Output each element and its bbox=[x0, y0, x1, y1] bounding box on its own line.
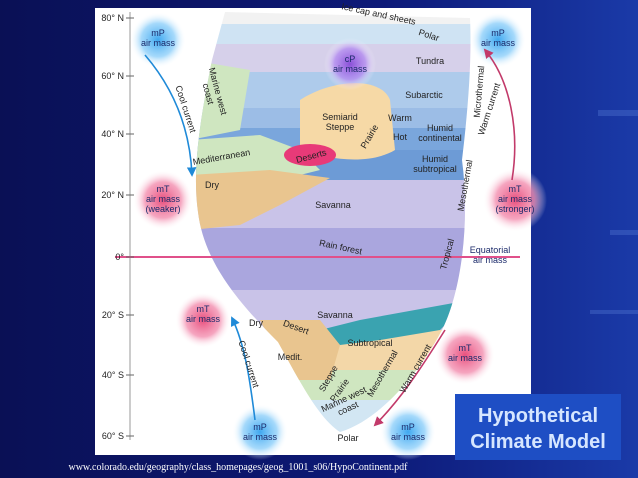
latitude-label: 0° bbox=[115, 252, 124, 262]
zone-label: Tundra bbox=[416, 56, 444, 66]
zone-label: Dry bbox=[249, 318, 263, 328]
zone-label: Savanna bbox=[317, 310, 353, 320]
air-mass-line: mT bbox=[459, 343, 472, 353]
air-mass-line: mT bbox=[157, 184, 170, 194]
latitude-label: 20° S bbox=[102, 310, 124, 320]
air-mass-line: mP bbox=[151, 28, 165, 38]
title-box bbox=[455, 394, 621, 460]
zone-label: Subtropical bbox=[347, 338, 392, 348]
air-mass-line: air mass bbox=[473, 255, 508, 265]
zone-label-line: Polar bbox=[337, 433, 358, 443]
air-mass-line: (weaker) bbox=[145, 204, 180, 214]
air-mass-line: air mass bbox=[243, 432, 278, 442]
stripes bbox=[590, 110, 638, 314]
title: Climate Model bbox=[470, 431, 606, 453]
air-mass-line: mP bbox=[491, 28, 505, 38]
zone-label-line: Steppe bbox=[326, 122, 355, 132]
zone-label-line: Tundra bbox=[416, 56, 444, 66]
air-mass-line: air mass bbox=[141, 38, 176, 48]
air-mass-line: air mass bbox=[186, 314, 221, 324]
zone-label: Subarctic bbox=[405, 90, 443, 100]
air-mass-line: air mass bbox=[481, 38, 516, 48]
air-mass-line: mT bbox=[509, 184, 522, 194]
zone-label-line: continental bbox=[418, 133, 462, 143]
zone-label-line: Subtropical bbox=[347, 338, 392, 348]
zone-label-line: Warm bbox=[388, 113, 412, 123]
latitude-label: 80° N bbox=[101, 13, 124, 23]
latitude-label: 60° N bbox=[101, 71, 124, 81]
zone-label: Polar bbox=[337, 433, 358, 443]
air-mass-line: (stronger) bbox=[495, 204, 534, 214]
zone-label-line: Dry bbox=[249, 318, 263, 328]
source: www.colorado.edu/geography/class_homepag… bbox=[68, 462, 408, 473]
zone-label-line: Savanna bbox=[317, 310, 353, 320]
zone-label-line: Humid bbox=[427, 123, 453, 133]
zone-label: Medit. bbox=[278, 352, 303, 362]
air-mass-line: air mass bbox=[146, 194, 181, 204]
zone-label-line: Dry bbox=[205, 180, 219, 190]
air-mass-line: Equatorial bbox=[470, 245, 511, 255]
zone-label-line: Subarctic bbox=[405, 90, 443, 100]
zone-label: Dry bbox=[205, 180, 219, 190]
air-mass-line: air mass bbox=[498, 194, 533, 204]
latitude-label: 40° N bbox=[101, 129, 124, 139]
zone-label: Warm bbox=[388, 113, 412, 123]
zone-label-line: Hot bbox=[393, 132, 408, 142]
zone-label-line: Microthermal bbox=[472, 65, 486, 118]
title: Hypothetical Climate Model bbox=[470, 405, 606, 453]
air-mass-line: cP bbox=[345, 54, 356, 64]
zone-label-line: subtropical bbox=[413, 164, 457, 174]
currents bbox=[144, 48, 516, 427]
air-mass-line: air mass bbox=[333, 64, 368, 74]
zone-label-line: Savanna bbox=[315, 200, 351, 210]
zone-label: Savanna bbox=[315, 200, 351, 210]
air-mass-line: mP bbox=[401, 422, 415, 432]
latitude-labels: 80° N 60° N 40° N 20° N 0° 20° S 40° S 60° S bbox=[101, 13, 134, 441]
air-mass-line: air mass bbox=[391, 432, 426, 442]
air-mass-blobs bbox=[130, 12, 547, 460]
air-mass-line: mT bbox=[197, 304, 210, 314]
zone-label: Hot bbox=[393, 132, 408, 142]
zone-label-line: Humid bbox=[422, 154, 448, 164]
title: Hypothetical bbox=[478, 405, 598, 427]
air-mass-line: mP bbox=[253, 422, 267, 432]
zone-label: Microthermal bbox=[472, 65, 486, 118]
air-mass-line: air mass bbox=[448, 353, 483, 363]
latitude-label: 40° S bbox=[102, 370, 124, 380]
zone-label-line: Semiarid bbox=[322, 112, 358, 122]
latitude-label: 20° N bbox=[101, 190, 124, 200]
zone-label-line: Medit. bbox=[278, 352, 303, 362]
latitude-label: 60° S bbox=[102, 431, 124, 441]
title: Hypothetical Climate Model bbox=[470, 405, 606, 453]
